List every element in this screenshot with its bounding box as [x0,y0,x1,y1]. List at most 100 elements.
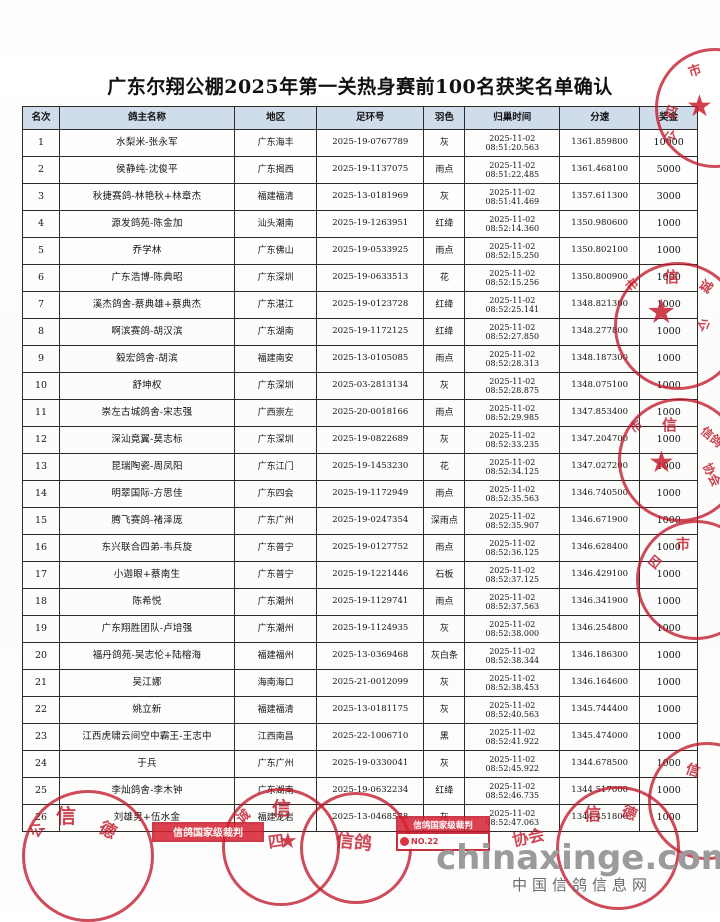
cell-arrival-time: 2025-11-02 08:52:45.922 [464,750,561,778]
cell-ring: 2025-19-1221446 [316,561,425,589]
cell-prize: 1000 [639,399,698,427]
table-row: 7 溪杰鸽舍-蔡典雄+蔡典杰 广东湛江 2025-19-0123728 红绛 2025-1… [21,291,698,319]
seal-character: 诚 [695,277,715,298]
cell-region: 广东深圳 [233,426,318,454]
cell-speed: 1346.740500 [559,480,641,508]
cell-rank: 18 [21,588,61,616]
cell-owner: 水梨米-张永军 [59,129,235,157]
cell-speed: 1361.468100 [559,156,641,184]
cell-speed: 1350.802100 [559,237,641,265]
cell-color: 花 [423,264,466,292]
cell-prize: 1000 [639,507,698,535]
cell-region: 广西崇左 [233,399,318,427]
cell-speed: 1347.853400 [559,399,641,427]
cell-prize: 1000 [639,291,698,319]
cell-prize: 1000 [639,534,698,562]
cell-color: 雨点 [423,480,466,508]
cell-owner: 溪杰鸽舍-蔡典雄+蔡典杰 [59,291,235,319]
cell-speed: 1348.075100 [559,372,641,400]
cell-prize: 1000 [639,777,698,805]
cell-arrival-time: 2025-11-02 08:51:20.563 [464,129,561,157]
site-watermark-chinese: 中国信鸽信息网 [512,876,653,894]
cell-region: 福建南安 [233,345,318,373]
cell-rank: 12 [21,426,61,454]
cell-speed: 1347.027200 [559,453,641,481]
cell-rank: 4 [21,210,61,238]
cell-ring: 2025-19-1453230 [316,453,425,481]
cell-owner: 广东浩博-陈典昭 [59,264,235,292]
cell-rank: 3 [21,183,61,211]
site-watermark-english: chinaxinge.com [436,838,720,878]
seal-character: 信鸽 [697,423,720,450]
table-row: 17 小迦眼+蔡南生 广东普宁 2025-19-1221446 石板 2025-11-02… [21,561,698,589]
column-header-ring: 足环号 [316,106,425,130]
cell-owner: 广东翔胜团队-卢培强 [59,615,235,643]
cell-region: 广东海丰 [233,129,318,157]
cell-ring: 2025-19-0633513 [316,264,425,292]
cell-color: 红绛 [423,777,466,805]
cell-color: 雨点 [423,588,466,616]
cell-ring: 2025-13-0468578 [316,804,425,832]
cell-color: 灰 [423,183,466,211]
column-header-speed: 分速 [559,106,641,130]
cell-region: 海南海口 [233,669,318,697]
cell-owner: 吴江娜 [59,669,235,697]
cell-rank: 11 [21,399,61,427]
cell-arrival-time: 2025-11-02 08:52:37.125 [464,561,561,589]
cell-arrival-time: 2025-11-02 08:52:15.250 [464,237,561,265]
cell-arrival-time: 2025-11-02 08:52:35.907 [464,507,561,535]
cell-region: 广东普宁 [233,534,318,562]
cell-color: 灰 [423,426,466,454]
cell-owner: 乔学林 [59,237,235,265]
cell-speed: 1347.204700 [559,426,641,454]
cell-color: 雨点 [423,237,466,265]
cell-owner: 崇左古城鸽舍-宋志强 [59,399,235,427]
cell-owner: 深汕竟翼-莫志标 [59,426,235,454]
cell-prize: 1000 [639,723,698,751]
table-row: 14 明翠国际-方思佳 广东四会 2025-19-1172949 雨点 2025-11-0… [21,480,698,508]
cell-rank: 6 [21,264,61,292]
cell-rank: 15 [21,507,61,535]
cell-ring: 2025-19-0127752 [316,534,425,562]
cell-rank: 26 [21,804,61,832]
cell-color: 灰 [423,615,466,643]
cell-ring: 2025-03-2813134 [316,372,425,400]
cell-rank: 19 [21,615,61,643]
cell-ring: 2025-19-1124935 [316,615,425,643]
cell-rank: 23 [21,723,61,751]
column-header-region: 地区 [233,106,318,130]
cell-owner: 明翠国际-方思佳 [59,480,235,508]
table-row: 9 毅宏鸽舍-胡滨 福建南安 2025-13-0105085 雨点 2025-11-02 … [21,345,698,373]
cell-ring: 2025-19-1129741 [316,588,425,616]
cell-region: 广东湖南 [233,318,318,346]
cell-arrival-time: 2025-11-02 08:52:36.125 [464,534,561,562]
table-row: 25 李灿鸽舍-李木钟 广东湖南 2025-19-0632234 红绛 2025-11-0… [21,777,698,805]
cell-owner: 腾飞赛鸽-褚泽庞 [59,507,235,535]
table-row: 20 福丹鸽苑-吴志伦+陆榕海 福建福州 2025-13-0369468 灰白条 2025… [21,642,698,670]
table-row: 6 广东浩博-陈典昭 广东深圳 2025-19-0633513 花 2025-11-02 … [21,264,698,292]
cell-rank: 21 [21,669,61,697]
cell-color: 深雨点 [423,507,466,535]
cell-region: 福建福州 [233,642,318,670]
cell-arrival-time: 2025-11-02 08:52:28.313 [464,345,561,373]
cell-color: 雨点 [423,399,466,427]
page-title: 广东尔翔公棚2025年第一关热身赛前100名获奖名单确认 [107,76,613,98]
cell-rank: 2 [21,156,61,184]
column-header-owner: 鸽主名称 [59,106,235,130]
column-header-color: 羽色 [423,106,466,130]
cell-speed: 1348.187300 [559,345,641,373]
table-row: 24 于兵 广东广州 2025-19-0330041 灰 2025-11-02 08:52… [21,750,698,778]
cell-rank: 24 [21,750,61,778]
cell-region: 广东普宁 [233,561,318,589]
cell-prize: 5000 [639,156,698,184]
column-header-time: 归巢时间 [464,106,561,130]
cell-arrival-time: 2025-11-02 08:52:14.360 [464,210,561,238]
cell-color: 雨点 [423,156,466,184]
cell-rank: 10 [21,372,61,400]
cell-region: 广东潮州 [233,615,318,643]
cell-arrival-time: 2025-11-02 08:51:41.469 [464,183,561,211]
cell-owner: 福丹鸽苑-吴志伦+陆榕海 [59,642,235,670]
cell-region: 福建福清 [233,696,318,724]
cell-prize: 1000 [639,561,698,589]
table-row: 12 深汕竟翼-莫志标 广东深圳 2025-19-0822689 灰 2025-11-02… [21,426,698,454]
